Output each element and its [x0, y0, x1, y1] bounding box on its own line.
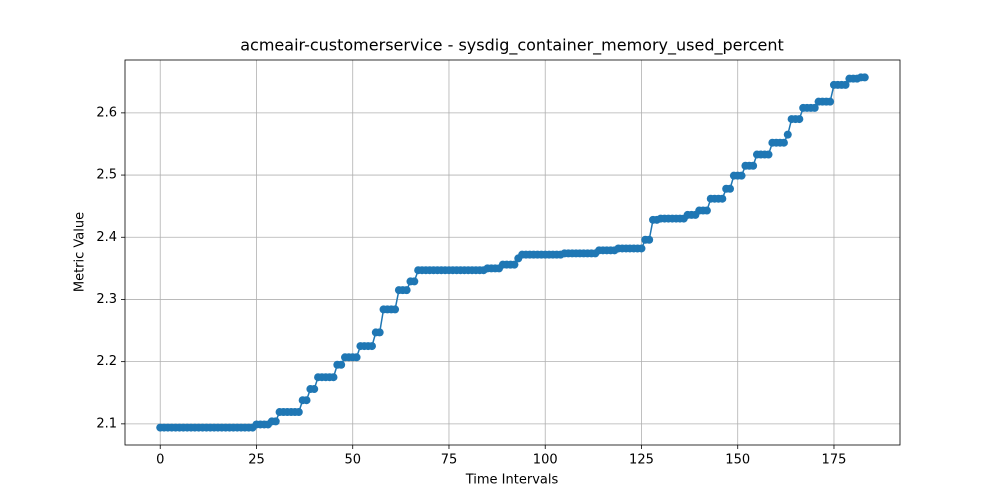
plot [156, 73, 869, 432]
ticks: 0 25 50 75 100 125 150 175 2.1 2.2 2.3 2.4 2.5 2.6 [96, 105, 846, 467]
y-tick-label: 2.2 [96, 354, 117, 369]
data-point [637, 244, 646, 253]
data-point [726, 184, 735, 193]
data-point [702, 206, 711, 215]
data-point [352, 353, 361, 362]
data-point [337, 360, 346, 369]
y-tick-label: 2.3 [96, 292, 117, 307]
data-point [749, 161, 758, 170]
y-tick-label: 2.6 [96, 105, 117, 120]
x-tick-label: 100 [533, 453, 558, 468]
data-point [302, 396, 311, 405]
y-axis-label: Metric Value [73, 212, 88, 292]
data-point [510, 260, 519, 269]
data-point [391, 305, 400, 314]
data-point [826, 97, 835, 106]
data-point [764, 150, 773, 159]
x-tick-label: 125 [629, 453, 654, 468]
y-tick-label: 2.5 [96, 168, 117, 183]
data-point [841, 80, 850, 89]
data-point [645, 235, 654, 244]
data-point [860, 73, 869, 82]
data-point [810, 103, 819, 112]
y-tick-label: 2.4 [96, 230, 117, 245]
x-tick-label: 175 [822, 453, 847, 468]
x-tick-label: 150 [725, 453, 750, 468]
data-point [737, 171, 746, 180]
y-tick-label: 2.1 [96, 416, 117, 431]
x-tick-label: 75 [441, 453, 458, 468]
data-point [367, 342, 376, 351]
data-point [402, 286, 411, 295]
data-point [718, 194, 727, 203]
axes-frame [124, 59, 901, 446]
data-point [795, 115, 804, 124]
data-point [783, 130, 792, 139]
x-axis-label: Time Intervals [465, 473, 559, 488]
data-point [779, 138, 788, 147]
x-tick-label: 50 [344, 453, 361, 468]
data-point [271, 417, 280, 426]
data-point [294, 408, 303, 417]
data-point [410, 277, 419, 286]
x-tick-label: 0 [156, 453, 164, 468]
data-point [310, 385, 319, 394]
chart-title: acmeair-customerservice - sysdig_contain… [240, 36, 784, 56]
data-point [375, 328, 384, 337]
data-point [329, 373, 338, 382]
x-tick-label: 25 [248, 453, 265, 468]
